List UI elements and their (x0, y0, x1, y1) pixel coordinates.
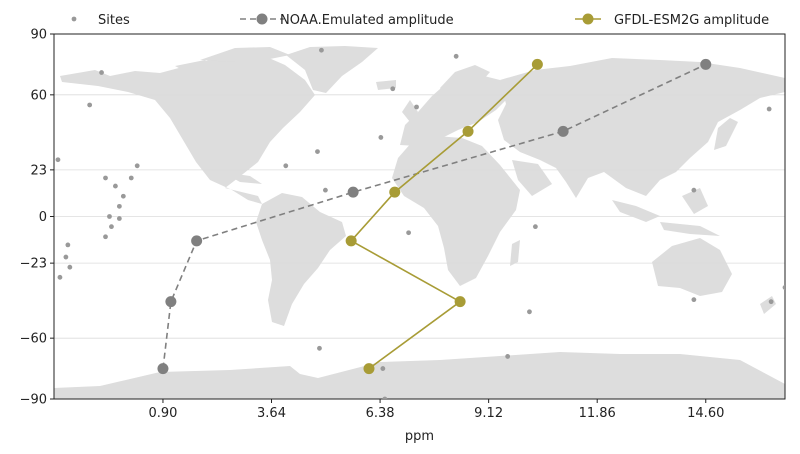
grid (54, 94, 785, 339)
site-point (67, 264, 73, 270)
site-point (414, 104, 419, 110)
site-point (116, 203, 122, 209)
site-point (532, 224, 538, 230)
site-point (63, 254, 69, 260)
series-line-1 (162, 63, 707, 369)
series-point-1 (700, 58, 712, 70)
series-point-1 (557, 125, 569, 137)
site-point (380, 366, 386, 371)
legend: Sites NOAA.Emulated amplitude GFDL-ESM2G a… (71, 13, 769, 28)
site-point (319, 47, 324, 53)
site-point (782, 285, 785, 290)
y-tick-label: 90 (30, 28, 47, 43)
y-tick-label: 60 (30, 88, 47, 103)
site-point (315, 149, 320, 155)
site-point (766, 106, 772, 112)
world-map (54, 46, 785, 399)
y-tick-label: 0 (39, 210, 47, 225)
series-point-1 (157, 363, 169, 375)
site-point (323, 187, 328, 193)
site-point (99, 70, 104, 75)
y-tick-label: −23 (20, 257, 47, 272)
legend-label: Sites (98, 13, 130, 28)
site-point (283, 163, 289, 169)
series-point-2 (345, 235, 357, 247)
site-point (453, 53, 459, 59)
site-point (378, 135, 384, 140)
site-point (527, 309, 532, 315)
series-point-1 (165, 296, 177, 308)
y-tick-label: −60 (20, 332, 47, 347)
site-point (390, 86, 396, 92)
series-point-1 (191, 235, 203, 247)
site-point (116, 216, 122, 221)
x-axis-label: ppm (405, 429, 434, 444)
site-point (65, 242, 71, 248)
series-point-2 (531, 58, 543, 70)
series-point-2 (454, 296, 466, 308)
y-tick-label: 23 (30, 163, 47, 178)
site-point (109, 224, 114, 230)
legend-marker (71, 16, 77, 22)
site-point (103, 175, 108, 181)
x-tick-label: 0.90 (148, 406, 177, 421)
site-point (128, 175, 134, 181)
legend-marker (256, 13, 268, 25)
site-point (406, 230, 412, 236)
series-layer (55, 47, 785, 399)
site-point (768, 299, 774, 305)
x-tick-label: 11.86 (579, 406, 616, 421)
y-axis: −90 −60 −23 0 23 60 90 (20, 28, 54, 408)
site-point (317, 345, 322, 351)
site-point (103, 234, 108, 240)
site-point (113, 183, 118, 189)
series-point-2 (363, 363, 375, 375)
legend-label: NOAA.Emulated amplitude (280, 13, 454, 28)
site-point (87, 102, 93, 108)
x-tick-label: 14.60 (687, 406, 724, 421)
site-point (120, 193, 126, 199)
series-point-1 (347, 186, 359, 198)
site-point (107, 214, 112, 219)
site-point (55, 157, 61, 163)
site-point (505, 354, 511, 359)
site-point (134, 163, 140, 169)
x-tick-label: 9.12 (474, 406, 503, 421)
site-point (382, 396, 388, 399)
x-tick-label: 3.64 (257, 406, 286, 421)
series-point-2 (462, 125, 474, 137)
site-point (691, 187, 697, 193)
y-tick-label: −90 (20, 393, 47, 408)
legend-label: GFDL-ESM2G amplitude (614, 13, 769, 28)
series-line-2 (349, 63, 538, 370)
x-tick-label: 6.38 (366, 406, 395, 421)
legend-marker (582, 13, 594, 25)
series-point-2 (389, 186, 401, 198)
site-point (691, 297, 697, 303)
site-point (57, 274, 63, 280)
x-axis: 0.90 3.64 6.38 9.12 11.86 14.60 (148, 399, 724, 421)
